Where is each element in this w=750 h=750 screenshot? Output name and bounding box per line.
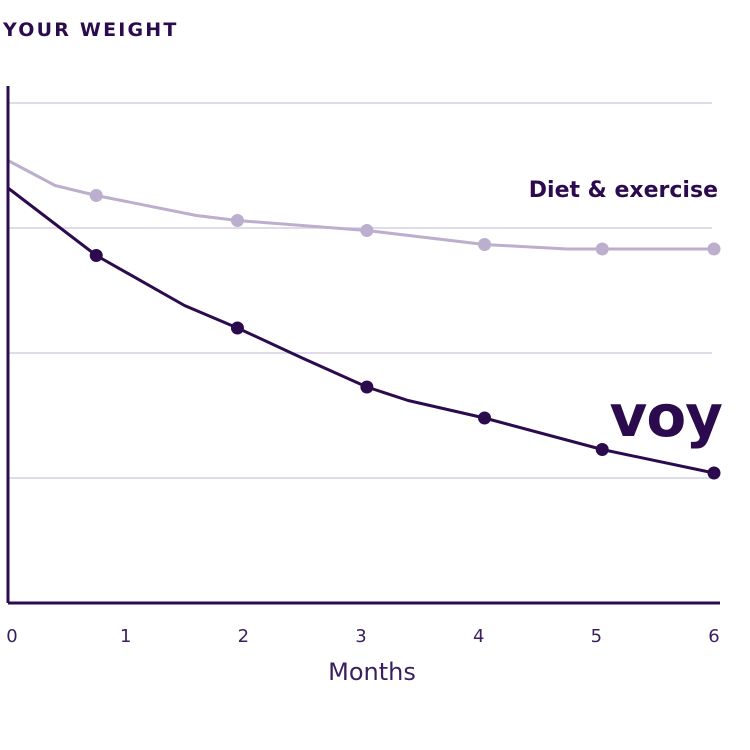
series-label-diet-exercise: Diet & exercise [529, 178, 718, 203]
series-label-voy: voy [610, 382, 723, 450]
x-tick-label: 0 [6, 626, 17, 647]
axes [6, 86, 720, 605]
x-axis-label: Months [328, 658, 416, 686]
x-tick-label: 4 [473, 626, 484, 647]
data-point [89, 189, 103, 202]
data-point [478, 411, 492, 425]
x-tick-label: 1 [120, 626, 131, 647]
x-tick-labels: 0 1 2 3 4 5 6 [6, 626, 719, 647]
x-tick-label: 2 [238, 626, 249, 647]
data-point [707, 466, 721, 480]
data-point [230, 214, 244, 227]
x-tick-label: 6 [708, 626, 719, 647]
data-point [595, 443, 609, 456]
series-line-0 [6, 159, 716, 251]
x-tick-label: 3 [355, 626, 366, 647]
x-tick-label: 5 [591, 626, 602, 647]
data-point [230, 321, 244, 335]
series-line-1 [6, 186, 716, 475]
chart-title: YOUR WEIGHT [3, 19, 179, 41]
data-point [360, 380, 374, 394]
gridlines [8, 102, 712, 479]
data-point [360, 224, 374, 237]
data-point [89, 249, 103, 262]
series-layer [6, 159, 721, 480]
data-point [707, 242, 721, 256]
data-point [478, 238, 492, 251]
data-point [595, 242, 609, 256]
